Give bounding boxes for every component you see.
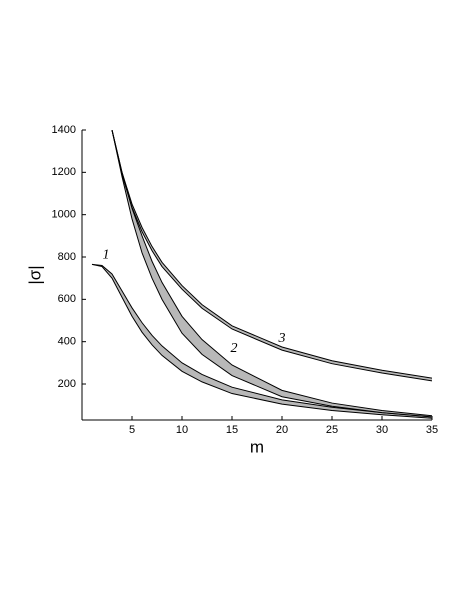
curve-lower bbox=[91, 263, 432, 419]
x-tick-label: 20 bbox=[276, 424, 288, 436]
y-tick-label: 1000 bbox=[52, 209, 76, 221]
y-tick-label: 600 bbox=[58, 293, 76, 305]
y-tick-label: 1400 bbox=[52, 124, 76, 136]
y-tick-label: 1200 bbox=[52, 166, 76, 178]
y-tick-label: 800 bbox=[58, 251, 76, 263]
curve-label: 1 bbox=[103, 248, 110, 263]
x-tick-label: 30 bbox=[376, 424, 388, 436]
curve-lower bbox=[111, 130, 432, 418]
x-axis-title: m bbox=[250, 437, 264, 456]
x-tick-label: 5 bbox=[129, 424, 135, 436]
y-axis-title: |σ| bbox=[25, 265, 44, 284]
curve-upper bbox=[111, 130, 432, 379]
curve-lower bbox=[111, 130, 432, 382]
y-tick-label: 400 bbox=[58, 336, 76, 348]
curve-label: 2 bbox=[231, 341, 238, 356]
x-tick-label: 10 bbox=[176, 424, 188, 436]
y-tick-label: 200 bbox=[58, 378, 76, 390]
x-tick-label: 15 bbox=[226, 424, 238, 436]
curve-label: 3 bbox=[278, 331, 286, 346]
x-tick-label: 35 bbox=[426, 424, 438, 436]
x-tick-label: 25 bbox=[326, 424, 338, 436]
curve-upper bbox=[91, 263, 432, 418]
